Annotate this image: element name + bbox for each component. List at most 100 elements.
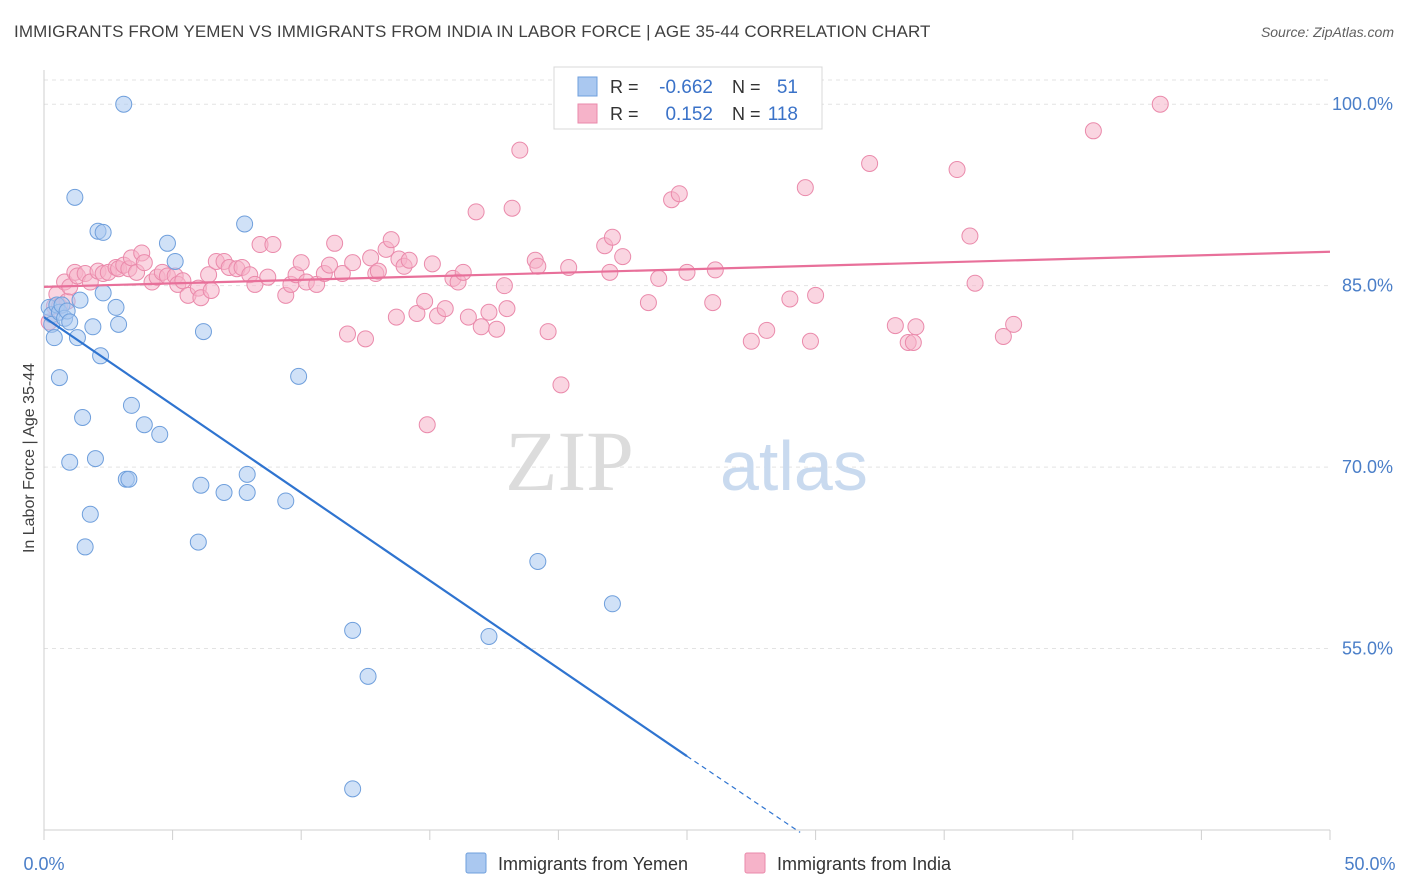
yemen-point <box>94 223 112 241</box>
india-point <box>603 228 621 246</box>
yemen-point <box>135 416 153 434</box>
india-point <box>202 281 220 299</box>
india-point <box>382 231 400 249</box>
yemen-point <box>74 409 92 426</box>
yemen-point <box>50 369 68 387</box>
yemen-point <box>66 188 84 206</box>
stats-legend-box <box>553 66 823 130</box>
y-tick-label: 85.0% <box>1342 276 1393 296</box>
india-point <box>907 318 925 336</box>
india-point <box>480 303 498 321</box>
india-point <box>994 327 1012 345</box>
india-point <box>861 154 879 172</box>
yemen-point <box>86 450 104 468</box>
yemen-n-value: 51 <box>777 77 798 98</box>
yemen-point <box>236 215 254 233</box>
india-point <box>678 263 696 281</box>
chart-title: IMMIGRANTS FROM YEMEN VS IMMIGRANTS FROM… <box>14 22 931 41</box>
india-point <box>488 320 506 338</box>
india-n-label: N = <box>732 104 761 124</box>
india-r-value: 0.152 <box>665 104 713 125</box>
india-point <box>807 286 825 304</box>
india-point <box>362 249 380 267</box>
india-point <box>408 304 426 322</box>
india-point <box>639 294 657 312</box>
yemen-r-label: R = <box>610 77 639 97</box>
india-point <box>174 272 192 290</box>
yemen-point <box>107 298 125 316</box>
india-point <box>503 199 521 217</box>
india-point <box>704 294 722 312</box>
yemen-point <box>344 780 362 798</box>
india-point <box>436 300 454 318</box>
india-point <box>1005 315 1023 333</box>
india-point <box>387 308 405 326</box>
india-point <box>758 321 776 339</box>
yemen-point <box>238 465 256 483</box>
y-tick-label: 55.0% <box>1342 639 1393 659</box>
x-tick-label-min: 0.0% <box>23 854 64 874</box>
yemen-point <box>166 252 184 270</box>
yemen-point <box>84 318 102 336</box>
india-point <box>467 203 485 221</box>
india-point <box>344 254 362 272</box>
yemen-point <box>151 425 169 443</box>
yemen-point <box>94 284 112 302</box>
india-point <box>706 261 724 279</box>
india-n-value: 118 <box>768 104 798 125</box>
india-point <box>801 332 819 350</box>
india-point <box>400 251 418 269</box>
legend-yemen-label: Immigrants from Yemen <box>498 854 688 874</box>
x-tick-label-max: 50.0% <box>1344 854 1395 874</box>
legend-india-label: Immigrants from India <box>777 854 952 874</box>
yemen-point <box>277 492 295 510</box>
india-point <box>459 308 477 326</box>
series-legend: Immigrants from Yemen Immigrants from In… <box>465 852 952 874</box>
india-points <box>40 95 1169 434</box>
india-point <box>961 227 979 245</box>
yemen-n-label: N = <box>732 77 761 97</box>
yemen-point <box>215 484 233 501</box>
yemen-point <box>238 484 256 501</box>
india-point <box>423 255 441 273</box>
india-trend-line <box>43 250 1331 288</box>
yemen-r-value: -0.662 <box>659 77 713 98</box>
india-point <box>539 323 557 341</box>
yemen-point <box>76 538 94 556</box>
yemen-point <box>189 533 207 551</box>
india-point <box>904 334 922 351</box>
india-point <box>416 292 434 310</box>
yemen-point <box>529 552 547 570</box>
india-point <box>472 318 490 336</box>
india-point <box>259 268 277 286</box>
yemen-point <box>194 323 212 341</box>
yemen-point <box>192 476 210 494</box>
watermark-zip: ZIP <box>505 413 634 509</box>
india-point <box>369 262 387 280</box>
legend-yemen-swatch <box>465 852 487 874</box>
india-point <box>338 325 356 343</box>
y-tick-label: 100.0% <box>1332 94 1393 114</box>
yemen-point <box>359 667 377 685</box>
yemen-points <box>40 95 621 798</box>
yemen-point <box>115 95 133 113</box>
grid-lines <box>44 79 1330 650</box>
yemen-point <box>158 234 176 252</box>
yemen-point <box>480 627 498 645</box>
watermark: ZIP atlas <box>505 413 868 509</box>
india-point <box>292 254 310 272</box>
india-point <box>135 254 153 272</box>
yemen-point <box>61 453 79 471</box>
india-point <box>781 290 799 308</box>
x-axis-ticks <box>43 830 1331 840</box>
india-point <box>326 234 344 252</box>
india-point <box>264 236 282 254</box>
india-point <box>552 376 570 394</box>
y-tick-labels: 55.0% 70.0% 85.0% 100.0% <box>1332 94 1393 658</box>
yemen-point <box>122 396 140 414</box>
yemen-trend-extension <box>686 755 801 833</box>
trend-lines <box>43 250 1331 833</box>
yemen-point <box>120 470 138 488</box>
india-point <box>418 416 436 434</box>
